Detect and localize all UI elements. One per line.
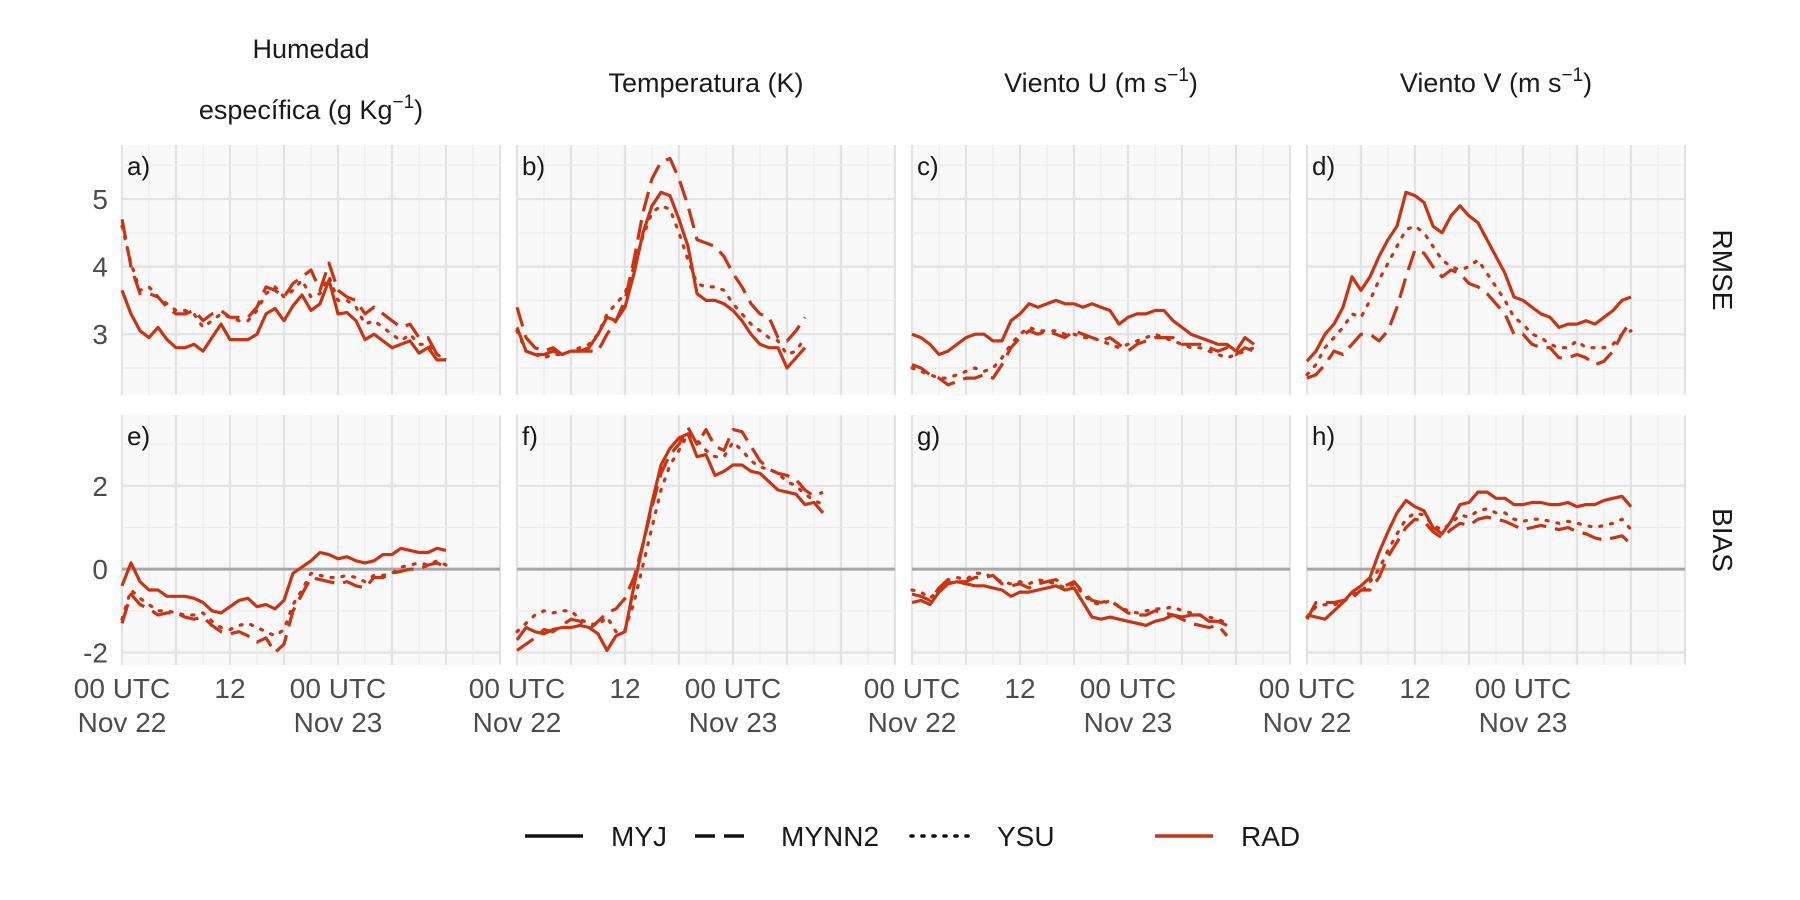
panel-f: f) <box>515 415 897 665</box>
panel-label: f) <box>522 421 538 451</box>
y-tick-label: -2 <box>83 638 108 669</box>
x-tick-date-label: Nov 22 <box>1263 707 1352 738</box>
column-title-superscript: −1 <box>1561 65 1583 86</box>
series-line-mynn2 <box>911 573 1229 637</box>
column-title-tail: ) <box>414 95 423 125</box>
legend-label: YSU <box>997 821 1055 852</box>
column-title: Viento U (m s−1) <box>1004 65 1198 98</box>
x-tick-label: 00 UTC <box>1475 673 1571 704</box>
x-tick-label: 00 UTC <box>469 673 565 704</box>
x-tick-label: 12 <box>1004 673 1035 704</box>
y-tick-label: 0 <box>92 554 108 585</box>
series-line-mynn2 <box>515 156 807 357</box>
column-title: Viento V (m s−1) <box>1400 65 1592 98</box>
series-line-mynn2 <box>911 329 1255 387</box>
series-line-mynn2 <box>120 219 447 362</box>
series-line-myj <box>515 190 807 370</box>
x-tick-label: 12 <box>609 673 640 704</box>
y-tick-label: 4 <box>92 252 108 283</box>
panel-h: h) <box>1305 415 1687 665</box>
series-line-myj <box>120 278 446 362</box>
row-strip-label: BIAS <box>1707 508 1738 572</box>
x-tick-date-label: Nov 22 <box>78 707 167 738</box>
x-tick-label: 00 UTC <box>685 673 781 704</box>
panel-label: a) <box>127 151 150 181</box>
series-line-ysu <box>120 559 448 638</box>
panel-label: g) <box>917 421 940 451</box>
series-line-mynn2 <box>120 561 447 655</box>
legend-label: MYJ <box>611 821 667 852</box>
y-tick-label: 3 <box>92 319 108 350</box>
x-tick-date-label: Nov 22 <box>868 707 957 738</box>
series-line-ysu <box>1305 507 1633 619</box>
column-title-text: Temperatura (K) <box>608 68 803 98</box>
column-title-tail: ) <box>1583 68 1592 98</box>
x-tick-date-label: Nov 22 <box>473 707 562 738</box>
panel-a: a) <box>120 145 502 395</box>
column-title-text: específica (g Kg <box>199 95 393 125</box>
series-line-mynn2 <box>1306 248 1633 380</box>
column-title-text: Viento U (m s <box>1004 68 1167 98</box>
column-title-superscript: −1 <box>1167 65 1189 86</box>
y-tick-label: 2 <box>92 471 108 502</box>
column-title-superscript: −1 <box>392 92 414 113</box>
panel-b: b) <box>515 145 897 395</box>
x-tick-label: 00 UTC <box>74 673 170 704</box>
y-tick-label: 5 <box>92 184 108 215</box>
series-line-myj <box>1306 490 1633 621</box>
x-tick-label: 00 UTC <box>1080 673 1176 704</box>
legend: MYJ MYNN2 YSU RAD <box>525 821 1300 852</box>
x-tick-label: 00 UTC <box>290 673 386 704</box>
x-tick-date-label: Nov 23 <box>689 707 778 738</box>
column-title-text: Viento V (m s <box>1400 68 1562 98</box>
x-tick-label: 00 UTC <box>1259 673 1355 704</box>
column-title-line1: Humedad <box>252 34 369 64</box>
series-line-myj <box>911 298 1255 357</box>
panel-label: e) <box>127 421 150 451</box>
x-tick-label: 00 UTC <box>864 673 960 704</box>
x-tick-date-label: Nov 23 <box>1479 707 1568 738</box>
series-line-mynn2 <box>1305 515 1633 620</box>
panel-d: d) <box>1305 145 1687 395</box>
panel-g: g) <box>910 415 1292 665</box>
row-strip-label: RMSE <box>1707 230 1738 311</box>
panel-e: e) <box>120 415 502 665</box>
panel-c: c) <box>910 145 1292 395</box>
column-title: Temperatura (K) <box>608 68 803 98</box>
series-line-ysu <box>120 224 448 362</box>
x-tick-label: 12 <box>214 673 245 704</box>
series-line-ysu <box>515 432 825 634</box>
panel-label: b) <box>522 151 545 181</box>
panel-label: d) <box>1312 151 1335 181</box>
series-line-myj <box>515 432 825 652</box>
legend-label: MYNN2 <box>781 821 879 852</box>
x-tick-date-label: Nov 23 <box>1084 707 1173 738</box>
column-title-line2: específica (g Kg−1) <box>199 92 423 125</box>
series-line-myj <box>1305 190 1632 363</box>
panel-label: c) <box>917 151 939 181</box>
panel-label: h) <box>1312 421 1335 451</box>
x-tick-label: 12 <box>1399 673 1430 704</box>
legend-label: RAD <box>1241 821 1300 852</box>
series-line-myj <box>120 546 447 615</box>
x-tick-date-label: Nov 23 <box>294 707 383 738</box>
column-title-tail: ) <box>1189 68 1198 98</box>
